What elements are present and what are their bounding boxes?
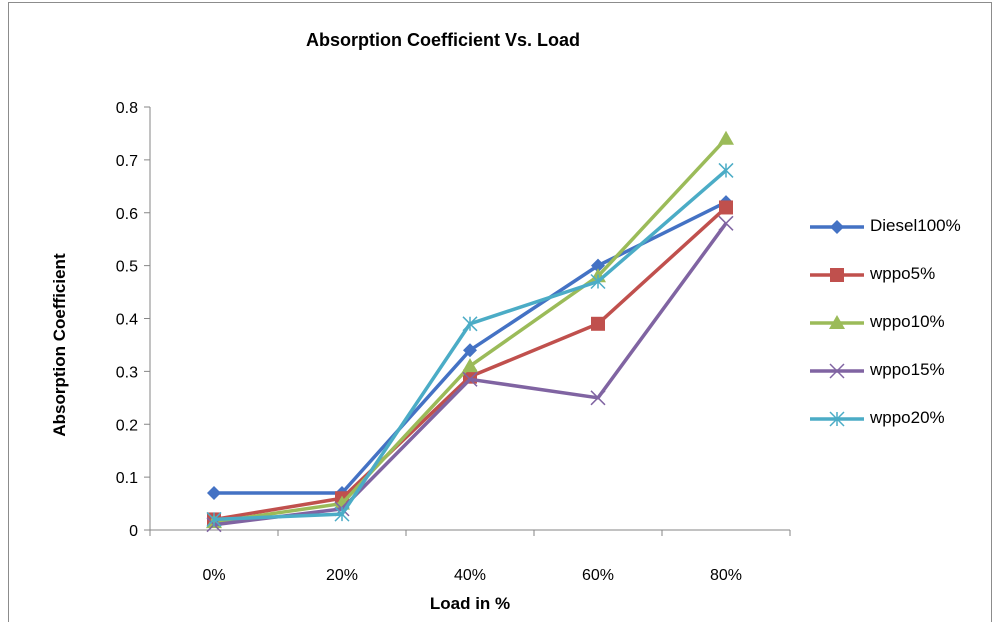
data-point	[462, 316, 478, 332]
data-point	[590, 390, 606, 406]
legend-label: wppo15%	[870, 360, 945, 379]
chart-title: Absorption Coefficient Vs. Load	[306, 30, 581, 50]
data-point	[591, 316, 605, 331]
data-point	[462, 371, 478, 387]
y-tick-label: 0	[129, 523, 138, 540]
x-tick-label: 80%	[710, 567, 742, 584]
x-tick-label: 20%	[326, 567, 358, 584]
y-tick-label: 0.6	[116, 206, 138, 223]
legend-label: Diesel100%	[870, 216, 961, 235]
data-point	[718, 130, 734, 145]
legend-swatch	[810, 315, 864, 329]
chart-frame	[8, 2, 992, 622]
data-point	[718, 215, 734, 231]
y-tick-label: 0.5	[116, 259, 138, 276]
data-point	[719, 200, 733, 215]
data-point	[590, 273, 606, 290]
legend-label: wppo5%	[870, 264, 936, 283]
data-point	[463, 343, 477, 358]
legend-swatch	[810, 363, 864, 379]
series-wppo20%	[206, 162, 734, 527]
legend-marker	[829, 315, 845, 329]
data-point	[207, 485, 221, 500]
x-tick-label: 40%	[454, 567, 486, 584]
legend-marker	[829, 411, 845, 427]
legend-label: wppo20%	[870, 408, 945, 427]
x-tick-label: 60%	[582, 567, 614, 584]
y-tick-label: 0.8	[116, 100, 138, 117]
y-tick-label: 0.7	[116, 153, 138, 170]
x-tick-label: 0%	[202, 567, 225, 584]
legend-label: wppo10%	[870, 312, 945, 331]
y-tick-label: 0.4	[116, 312, 138, 329]
y-tick-label: 0.2	[116, 417, 138, 434]
series-Diesel100%	[207, 195, 733, 500]
y-tick-label: 0.3	[116, 364, 138, 381]
x-axis-label: Load in %	[429, 594, 511, 613]
legend-marker	[830, 220, 844, 234]
legend-swatch	[810, 220, 864, 234]
data-point	[206, 511, 222, 527]
y-tick-label: 0.1	[116, 470, 138, 487]
legend-swatch	[810, 411, 864, 427]
data-point	[591, 258, 605, 273]
data-point	[718, 162, 734, 178]
legend-swatch	[810, 268, 864, 282]
data-point	[462, 358, 478, 373]
legend-marker	[830, 268, 844, 282]
data-point	[334, 506, 350, 522]
legend-marker	[829, 363, 845, 379]
